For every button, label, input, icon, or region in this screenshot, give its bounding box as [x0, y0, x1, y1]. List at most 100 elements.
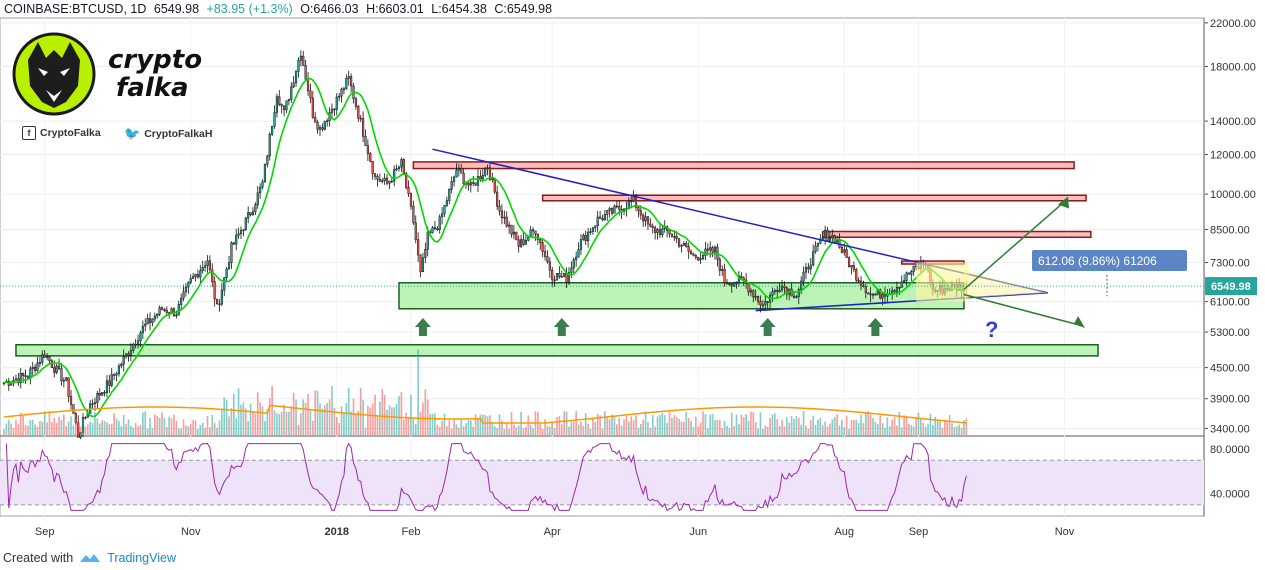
volume-bar	[10, 423, 13, 435]
candle-body	[721, 269, 724, 271]
candle-body	[613, 205, 616, 214]
tradingview-link[interactable]: TradingView	[107, 551, 176, 565]
candle	[36, 356, 39, 372]
candle	[812, 244, 815, 267]
volume-bar	[240, 404, 242, 435]
candle-body	[572, 259, 575, 269]
low-value: L:6454.38	[431, 2, 487, 16]
candle-body	[163, 309, 166, 311]
volume-bar	[683, 421, 685, 435]
candle-body	[831, 235, 834, 239]
candle-body	[682, 243, 685, 246]
volume-bar	[426, 399, 429, 435]
volume-bar	[331, 386, 333, 435]
candle-body	[357, 106, 360, 119]
volume-bar	[177, 428, 180, 435]
candle-body	[893, 290, 896, 293]
candle	[757, 295, 760, 305]
candle	[72, 404, 75, 414]
price-tag: 6549.98	[1211, 281, 1251, 293]
candle	[187, 281, 190, 295]
volume-bar	[498, 414, 501, 435]
volume-bar	[903, 415, 905, 435]
volume-bar	[697, 426, 700, 435]
candle	[457, 163, 460, 177]
candle-body	[182, 291, 185, 299]
volume-bar	[529, 424, 532, 435]
candle	[723, 263, 726, 287]
volume-bar	[127, 419, 130, 435]
candle-body	[579, 239, 583, 250]
candle-body	[120, 363, 123, 367]
candle-body	[534, 230, 537, 235]
volume-bar	[965, 418, 968, 435]
candle-body	[637, 207, 640, 211]
volume-bar	[886, 417, 889, 435]
candle-body	[735, 282, 738, 285]
candle-body	[527, 236, 530, 241]
volume-bar	[714, 420, 716, 435]
volume-bar	[156, 415, 159, 435]
volume-bar	[460, 419, 463, 435]
facebook-handle[interactable]: f CryptoFalka	[22, 126, 101, 140]
candle	[795, 294, 798, 299]
resistance-zone	[821, 230, 1092, 239]
volume-bar	[182, 419, 185, 435]
candle-body	[654, 227, 657, 233]
candle-body	[555, 272, 559, 281]
candle	[206, 255, 209, 273]
candle-body	[900, 281, 903, 288]
candle	[912, 265, 915, 276]
candle	[678, 238, 681, 249]
candle-body	[115, 373, 118, 376]
volume-bar	[857, 423, 860, 435]
candle	[204, 260, 207, 272]
volume-bar	[546, 425, 549, 435]
volume-bar	[46, 422, 48, 435]
candle	[709, 241, 712, 258]
candle-body	[34, 366, 37, 371]
candle	[725, 278, 729, 285]
candle	[235, 228, 238, 251]
candle	[127, 351, 130, 362]
candle	[43, 350, 46, 359]
volume-bar	[410, 394, 412, 435]
twitter-handle[interactable]: 🐦 CryptoFalkaH	[124, 126, 212, 142]
candle	[869, 287, 872, 303]
volume-bar	[300, 413, 302, 435]
candle	[855, 267, 858, 283]
candle	[366, 139, 369, 161]
candle-body	[117, 365, 120, 375]
candle	[261, 179, 264, 190]
y-tick-label: 3400.00	[1210, 424, 1250, 436]
measure-box	[916, 262, 969, 302]
volume-bar	[53, 417, 56, 435]
candle-body	[608, 208, 611, 211]
candle-body	[718, 258, 721, 271]
candle	[541, 239, 544, 258]
candle-body	[814, 245, 817, 252]
volume-bar	[659, 414, 661, 435]
candle	[441, 207, 444, 225]
candle-body	[728, 283, 731, 286]
candle	[395, 164, 398, 172]
candle-body	[711, 247, 714, 253]
candle-body	[599, 216, 602, 219]
candle-body	[192, 276, 195, 279]
volume-bar	[434, 413, 436, 435]
volume-bar	[115, 418, 118, 435]
candle	[91, 399, 94, 410]
volume-bar	[139, 424, 142, 435]
volume-bar	[891, 419, 893, 435]
volume-bar	[774, 413, 776, 435]
candle	[180, 293, 183, 311]
candle-body	[402, 159, 405, 174]
candle-body	[486, 167, 489, 169]
candle-body	[658, 229, 662, 236]
volume-bar	[745, 414, 747, 435]
candle	[60, 363, 63, 386]
candle-body	[38, 362, 41, 364]
candle-body	[864, 286, 867, 294]
volume-bar	[754, 421, 757, 435]
